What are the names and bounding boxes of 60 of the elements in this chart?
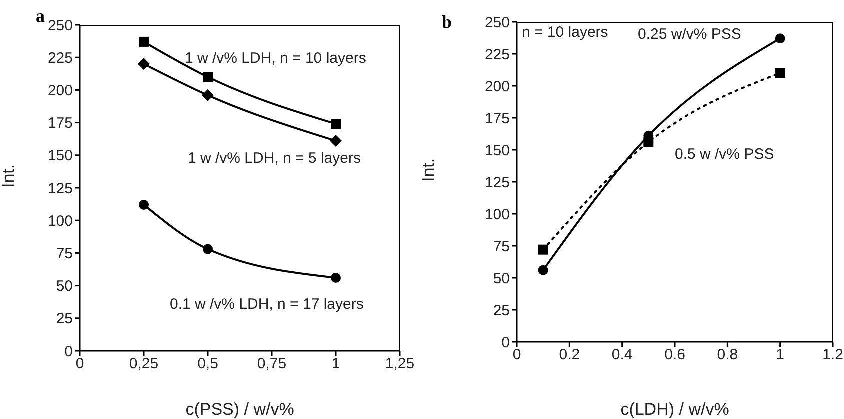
point: [644, 137, 654, 148]
y-tick-label: 175: [484, 110, 510, 128]
point: [331, 272, 341, 283]
series-label: 1 w /v% LDH, n = 5 layers: [188, 150, 361, 167]
x-axis-title: c(PSS) / w/v%: [186, 400, 294, 419]
point: [202, 89, 214, 102]
x-tick-label: 0.8: [717, 346, 738, 364]
series-label: 0.25 w/v% PSS: [638, 26, 742, 43]
point: [203, 244, 213, 254]
series-label: 1 w /v% LDH, n = 10 layers: [185, 50, 366, 67]
y-tick-label: 125: [484, 174, 510, 192]
y-tick-label: 75: [56, 246, 73, 263]
y-tick-label: 100: [484, 206, 510, 224]
series-label: 0.5 w /v% PSS: [675, 146, 774, 163]
y-tick-label: 150: [48, 148, 73, 165]
x-tick-label: 0,75: [257, 356, 287, 373]
y-tick-label: 75: [493, 238, 510, 256]
x-tick-label: 0.2: [559, 346, 580, 364]
point: [139, 36, 149, 47]
x-tick-label: 1: [776, 346, 785, 364]
x-axis-title: c(LDH) / w/v%: [620, 400, 730, 419]
y-tick-label: 125: [48, 180, 73, 198]
point: [775, 34, 786, 44]
y-tick-label: 200: [484, 78, 510, 96]
chart-title: a: [36, 6, 45, 27]
x-tick-label: 0,5: [198, 356, 218, 373]
point: [203, 72, 213, 82]
chart-title: b: [442, 12, 452, 33]
y-tick-label: 150: [484, 142, 510, 160]
y-tick-label: 100: [48, 212, 73, 230]
x-tick-label: 0: [512, 346, 522, 364]
y-tick-label: 175: [48, 115, 73, 132]
y-tick-label: 250: [48, 17, 73, 34]
y-axis-title: Int.: [419, 158, 438, 182]
y-tick-label: 50: [56, 278, 73, 296]
x-tick-label: 0.6: [664, 346, 686, 364]
point: [775, 68, 786, 78]
y-tick-label: 25: [56, 310, 73, 328]
y-tick-label: 250: [484, 14, 510, 32]
y-tick-label: 225: [48, 50, 73, 67]
point: [330, 135, 342, 148]
y-tick-label: 225: [484, 46, 510, 64]
point: [538, 244, 548, 255]
x-tick-label: 1.2: [822, 346, 844, 364]
x-tick-label: 1: [332, 356, 340, 373]
annotation: n = 10 layers: [522, 24, 608, 41]
x-tick-label: 0,25: [129, 356, 159, 373]
point: [139, 200, 149, 210]
x-tick-label: 1,25: [385, 356, 415, 373]
y-tick-label: 0: [502, 334, 510, 352]
y-tick-label: 50: [493, 270, 510, 288]
point: [138, 58, 150, 70]
point: [538, 265, 548, 276]
x-tick-label: 0: [76, 356, 84, 373]
series-label: 0.1 w /v% LDH, n = 17 layers: [170, 296, 364, 313]
x-tick-label: 0.4: [612, 346, 633, 364]
y-tick-label: 200: [48, 82, 73, 100]
y-axis-title: Int.: [0, 164, 18, 188]
point: [331, 119, 341, 130]
y-tick-label: 25: [493, 302, 510, 320]
